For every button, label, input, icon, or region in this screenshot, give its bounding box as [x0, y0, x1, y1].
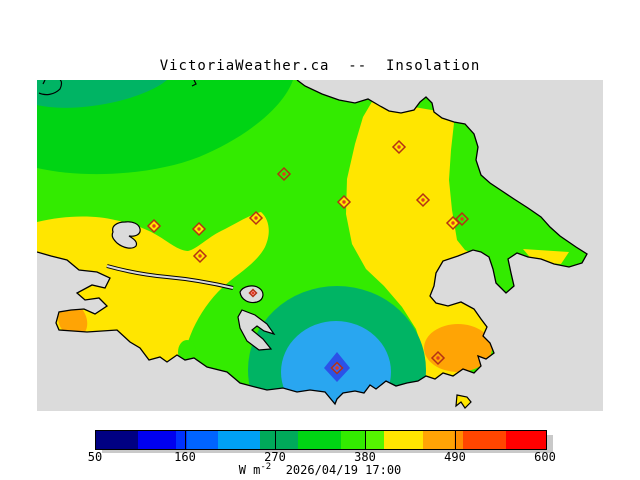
colorbar-segment: [341, 431, 366, 449]
colorbar-tick-label: 380: [354, 450, 376, 464]
inland-waters: [106, 221, 276, 351]
station-marker-dot: [436, 356, 440, 360]
colorbar-tick-labels: 50 160 270 380 490 600: [88, 450, 556, 464]
station-marker-dot: [254, 216, 258, 220]
colorbar-segment: [463, 431, 506, 449]
colorbar-segment: [260, 431, 298, 449]
station-marker-dot: [335, 366, 339, 370]
colorbar-tick-label: 490: [444, 450, 466, 464]
station-marker-dot: [342, 200, 346, 204]
colorbar-segment: [96, 431, 138, 449]
station-marker-dot: [460, 217, 464, 221]
caption-spacer: [271, 463, 285, 477]
band-orange-west: [58, 309, 88, 335]
colorbar-segment: [506, 431, 546, 449]
band-yellow-east: [346, 100, 499, 381]
station-markers: [146, 139, 470, 375]
station-marker-dot: [397, 145, 401, 149]
colorbar-segment: [423, 431, 454, 449]
colorbar-caption: W m-2 2026/04/19 17:00: [0, 462, 640, 477]
colorbar-segment: [218, 431, 260, 449]
top-coast-tick: [191, 80, 197, 87]
colorbar-segment: [454, 431, 463, 449]
station-marker-dot: [152, 224, 156, 228]
colorbar-tick-label: 50: [87, 450, 103, 464]
colorbar: [95, 430, 547, 450]
inlet-lake: [111, 221, 141, 249]
coastline-outline: [37, 80, 588, 406]
timestamp-label: 2026/04/19 17:00: [285, 463, 402, 477]
station-marker-dot: [282, 172, 286, 176]
corner-contour-arc: [38, 80, 63, 96]
station-marker-dot: [451, 221, 455, 225]
offshore-islet: [455, 394, 472, 409]
station-marker-dot: [198, 254, 202, 258]
station-marker-dot: [197, 227, 201, 231]
page-title: VictoriaWeather.ca -- Insolation: [159, 58, 481, 74]
station-marker-dot: [421, 198, 425, 202]
colorbar-tick-label: 600: [534, 450, 556, 464]
colorbar-segment: [176, 431, 187, 449]
insolation-map: [37, 80, 603, 411]
colorbar-tick-label: 160: [174, 450, 196, 464]
colorbar-tick-label: 270: [264, 450, 286, 464]
lagoon-bay: [237, 309, 276, 351]
band-seagreen-corner: [37, 80, 167, 108]
units-exponent: -2: [260, 462, 272, 472]
colorbar-segment: [187, 431, 218, 449]
units-label: W m: [238, 463, 261, 477]
colorbar-segment: [366, 431, 384, 449]
colorbar-segment: [384, 431, 423, 449]
station-marker-dot: [251, 291, 255, 295]
colorbar-segment: [138, 431, 176, 449]
colorbar-segment: [298, 431, 341, 449]
river-channel: [106, 265, 234, 289]
